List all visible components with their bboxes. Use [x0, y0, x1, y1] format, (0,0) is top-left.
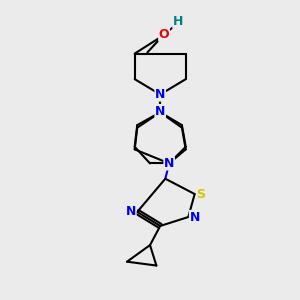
- Text: N: N: [155, 105, 165, 118]
- Text: N: N: [155, 88, 165, 101]
- Text: N: N: [164, 157, 174, 170]
- Text: N: N: [126, 206, 136, 218]
- Text: S: S: [196, 188, 206, 200]
- Text: O: O: [159, 28, 170, 41]
- Text: N: N: [190, 211, 200, 224]
- Text: H: H: [173, 15, 183, 28]
